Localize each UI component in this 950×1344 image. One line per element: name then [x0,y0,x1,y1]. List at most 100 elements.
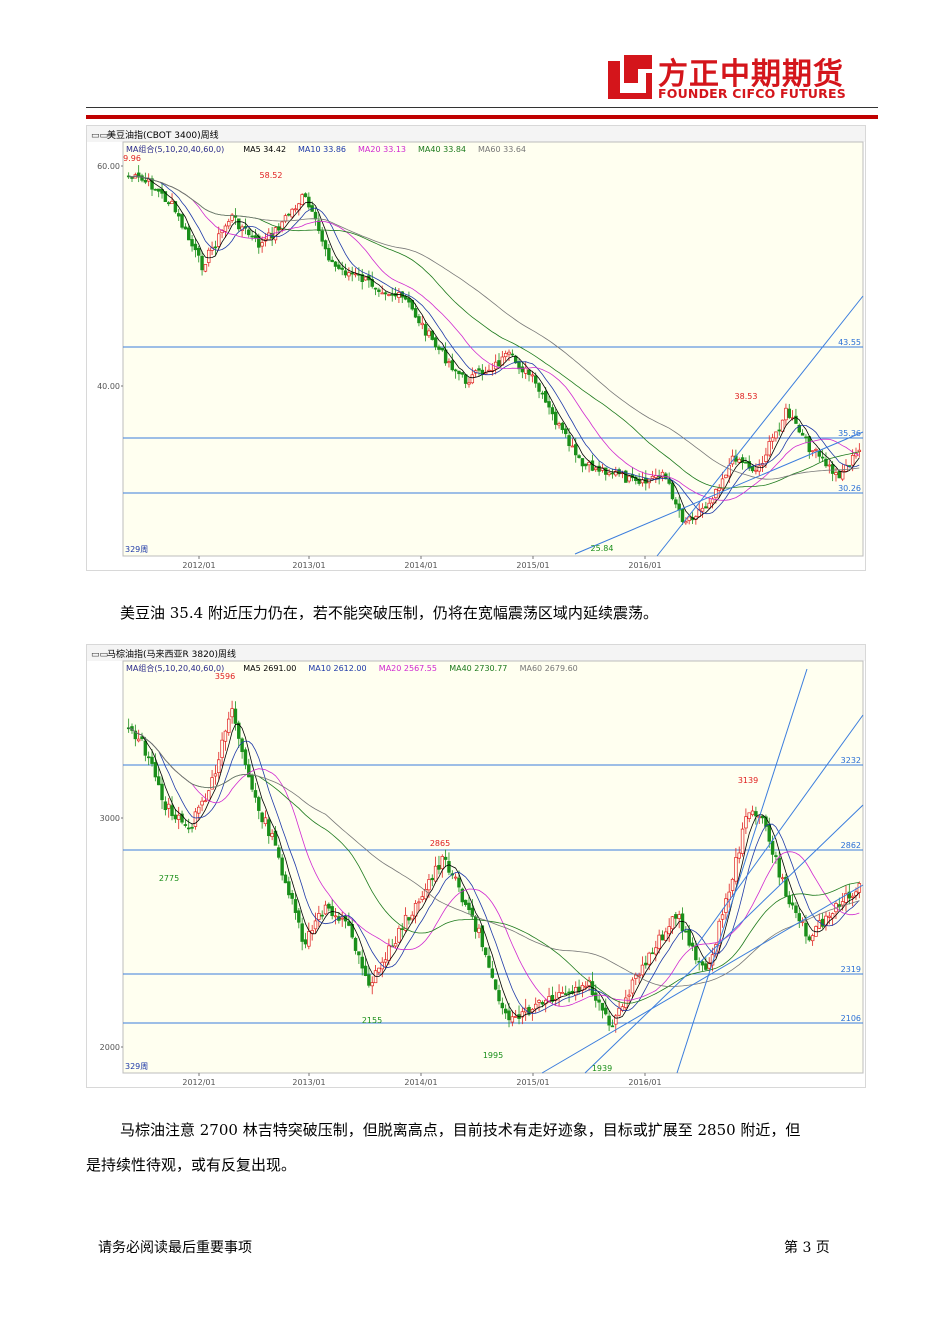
candle-body [510,353,515,356]
y-tick-label: 60.00 [97,162,120,171]
candle-body [166,202,171,205]
candle-body [784,407,788,421]
ma-legend-item: MA5 2691.00 [243,664,296,673]
candle-body [313,920,318,930]
level-label: 3232 [841,756,861,765]
candle-body [617,1007,621,1016]
candle-body [547,401,551,408]
candle-body [610,1025,615,1028]
candle-body [153,188,158,191]
candle-body [407,297,411,303]
candle-body [594,467,598,471]
candle-body [560,422,565,431]
candle-body [170,200,174,204]
candle-body [470,907,475,917]
logo-text-cn: 方正中期期货 [658,57,844,92]
candle-body [654,947,658,955]
price-annotation: 3596 [215,672,235,681]
candle-body [430,330,434,340]
candle-body [187,227,191,241]
candle-body [280,221,284,230]
ma-legend-item: MA20 33.13 [358,145,406,154]
palm-oil-weekly-chart: ▭▭ 马棕油指(马来西亚R 3820)周线 3000 2000 2012/01 2013/… [86,644,866,1088]
candle-body [517,361,521,370]
candle-body [624,470,628,483]
chart-title-bar [87,126,865,142]
candle-body [680,913,685,932]
candle-body [440,856,445,870]
candle-body [330,906,334,917]
candle-body [283,215,288,222]
candle-body [557,423,561,426]
trend-line [584,804,864,1074]
candle-body [397,927,401,943]
candle-body [560,992,565,994]
candle-body [240,738,244,753]
candle-body [257,235,261,248]
ma-legend-item: MA10 2612.00 [308,664,366,673]
candle-body [427,879,431,891]
candle-body [760,815,765,819]
candle-body [497,990,501,1002]
y-tick-label: 3000 [100,814,120,823]
candle-body [303,193,308,198]
candle-body [700,507,705,512]
candle-body [804,922,808,937]
candle-body [160,189,164,194]
candle-body [430,877,434,881]
candle-body [433,337,438,348]
candle-body [323,240,328,250]
candle-body [567,991,571,994]
founder-logo-icon [608,55,652,99]
candle-body [577,986,581,992]
candle-body [383,292,388,295]
candle-body [820,456,825,459]
candle-body [333,261,338,267]
candle-body [660,471,665,478]
ma-legend-item: MA40 2730.77 [449,664,507,673]
candle-body [170,805,174,817]
candle-body [136,738,141,742]
candle-body [433,865,438,882]
candle-body [614,470,618,476]
candle-body [390,293,394,296]
candle-body [543,390,548,403]
candle-body [854,891,858,896]
candle-body [670,482,675,500]
candle-body [183,226,188,230]
level-label: 2862 [841,841,861,850]
candle-body [770,840,775,855]
candle-body [180,214,184,228]
candle-body [487,369,491,372]
candle-body [737,852,741,859]
candle-body [570,445,575,448]
candle-body [437,346,441,350]
candle-body [800,432,805,436]
candle-body [357,951,361,956]
candle-body [200,255,204,271]
footer-disclaimer: 请务必阅读最后重要事项 [98,1240,252,1256]
candle-body [837,470,842,479]
candle-body [283,874,288,884]
candle-body [707,502,711,509]
candle-body [720,914,725,920]
candle-body [637,974,641,977]
candle-body [794,905,798,914]
candle-body [327,903,331,909]
candle-body [790,902,795,906]
candle-body [587,979,591,986]
candle-body [717,487,721,491]
candle-body [670,916,675,930]
candle-body [574,444,578,456]
ma-legend-item: MA组合(5,10,20,40,60,0) [126,144,224,154]
candle-body [540,1001,545,1005]
candle-body [217,759,221,774]
candle-body [237,722,241,739]
candle-body [320,230,324,242]
moving-average-line [128,723,860,1019]
price-annotation: 25.84 [591,544,614,553]
candle-body [250,235,254,238]
candle-body [130,177,134,179]
candle-body [317,913,321,920]
candle-body [267,819,271,837]
